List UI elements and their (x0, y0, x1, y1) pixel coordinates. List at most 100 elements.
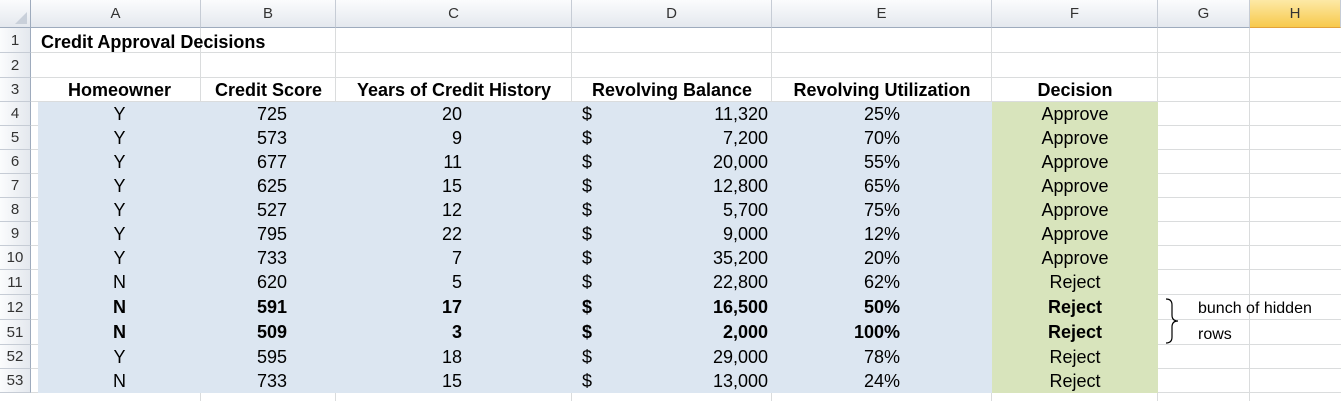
column-header-g[interactable]: G (1158, 0, 1250, 28)
cell-years[interactable]: 18 (441, 346, 462, 367)
row-header-52[interactable]: 52 (0, 345, 31, 369)
header-revolving-balance[interactable]: Revolving Balance (591, 79, 753, 100)
row-header-10[interactable]: 10 (0, 246, 31, 270)
cell-homeowner[interactable]: Y (113, 151, 126, 172)
cell-credit-score[interactable]: 677 (256, 151, 287, 172)
header-years-credit-history[interactable]: Years of Credit History (356, 79, 552, 100)
row-header-12[interactable]: 12 (0, 295, 31, 320)
cell-currency[interactable]: $ (582, 199, 593, 220)
cell-years[interactable]: 9 (451, 127, 462, 148)
cell-currency[interactable]: $ (582, 322, 593, 342)
cell-utilization[interactable]: 62% (863, 272, 900, 292)
cell-credit-score[interactable]: 725 (256, 103, 287, 124)
row-header-6[interactable]: 6 (0, 150, 31, 174)
cell-decision[interactable]: Approve (1041, 175, 1109, 196)
cell-years[interactable]: 12 (441, 199, 462, 220)
cell-utilization[interactable]: 78% (863, 346, 900, 367)
cell-credit-score[interactable]: 527 (256, 199, 287, 220)
cell-utilization[interactable]: 50% (863, 297, 900, 317)
column-header-a[interactable]: A (31, 0, 201, 28)
cell-credit-score[interactable]: 573 (256, 127, 287, 148)
cell-homeowner[interactable]: Y (113, 175, 126, 196)
cell-credit-score[interactable]: 795 (256, 223, 287, 244)
row-header-51[interactable]: 51 (0, 320, 31, 345)
cell-currency[interactable]: $ (582, 175, 593, 196)
cell-decision[interactable]: Reject (1047, 297, 1103, 317)
cell-utilization[interactable]: 12% (863, 223, 900, 244)
row-header-11[interactable]: 11 (0, 270, 31, 295)
cell-years[interactable]: 5 (451, 272, 462, 292)
cell-credit-score[interactable]: 733 (256, 247, 287, 268)
cell-balance[interactable]: 35,200 (712, 247, 768, 268)
cell-balance[interactable]: 7,200 (722, 127, 768, 148)
column-header-f[interactable]: F (992, 0, 1158, 28)
cell-decision[interactable]: Approve (1041, 199, 1109, 220)
cell-decision[interactable]: Approve (1041, 247, 1109, 268)
cell-years[interactable]: 17 (441, 297, 462, 317)
row-header-2[interactable]: 2 (0, 53, 31, 78)
cell-utilization[interactable]: 20% (863, 247, 900, 268)
cell-credit-score[interactable]: 509 (256, 322, 287, 342)
cell-balance[interactable]: 2,000 (722, 322, 768, 342)
cell-credit-score[interactable]: 620 (256, 272, 287, 292)
cell-decision[interactable]: Approve (1041, 223, 1109, 244)
column-header-c[interactable]: C (336, 0, 572, 28)
cell-decision[interactable]: Reject (1049, 370, 1101, 391)
cell-homeowner[interactable]: Y (113, 127, 126, 148)
row-header-8[interactable]: 8 (0, 198, 31, 222)
cell-balance[interactable]: 13,000 (712, 370, 768, 391)
header-homeowner[interactable]: Homeowner (67, 79, 172, 100)
cell-currency[interactable]: $ (582, 151, 593, 172)
row-header-4[interactable]: 4 (0, 102, 31, 126)
cell-balance[interactable]: 12,800 (712, 175, 768, 196)
header-credit-score[interactable]: Credit Score (214, 79, 323, 100)
cell-balance[interactable]: 9,000 (722, 223, 768, 244)
cell-years[interactable]: 3 (451, 322, 462, 342)
cell-years[interactable]: 22 (441, 223, 462, 244)
cell-years[interactable]: 15 (441, 175, 462, 196)
cell-decision[interactable]: Reject (1047, 322, 1103, 342)
column-header-b[interactable]: B (201, 0, 336, 28)
cell-currency[interactable]: $ (582, 272, 593, 292)
cell-currency[interactable]: $ (582, 103, 593, 124)
row-header-53[interactable]: 53 (0, 369, 31, 393)
cell-decision[interactable]: Approve (1041, 127, 1109, 148)
cell-utilization[interactable]: 55% (863, 151, 900, 172)
cell-credit-score[interactable]: 591 (256, 297, 287, 317)
cell-utilization[interactable]: 25% (863, 103, 900, 124)
row-header-1[interactable]: 1 (0, 28, 31, 53)
cell-currency[interactable]: $ (582, 297, 593, 317)
cell-homeowner[interactable]: Y (113, 346, 126, 367)
cell-currency[interactable]: $ (582, 223, 593, 244)
cell-utilization[interactable]: 100% (853, 322, 900, 342)
cell-homeowner[interactable]: N (113, 297, 126, 317)
cell-currency[interactable]: $ (582, 127, 593, 148)
cell-utilization[interactable]: 70% (863, 127, 900, 148)
cell-decision[interactable]: Reject (1049, 346, 1101, 367)
column-header-h[interactable]: H (1250, 0, 1341, 28)
row-header-3[interactable]: 3 (0, 78, 31, 102)
cell-currency[interactable]: $ (582, 346, 593, 367)
cell-credit-score[interactable]: 625 (256, 175, 287, 196)
cell-currency[interactable]: $ (582, 247, 593, 268)
cell-balance[interactable]: 22,800 (712, 272, 768, 292)
cell-balance[interactable]: 20,000 (712, 151, 768, 172)
cell-homeowner[interactable]: N (113, 322, 126, 342)
cell-balance[interactable]: 29,000 (712, 346, 768, 367)
row-header-7[interactable]: 7 (0, 174, 31, 198)
cell-utilization[interactable]: 24% (863, 370, 900, 391)
header-revolving-utilization[interactable]: Revolving Utilization (793, 79, 971, 100)
cell-balance[interactable]: 16,500 (712, 297, 768, 317)
cell-homeowner[interactable]: Y (113, 103, 126, 124)
cell-decision[interactable]: Approve (1041, 103, 1109, 124)
header-decision[interactable]: Decision (1037, 79, 1113, 100)
cell-homeowner[interactable]: Y (113, 199, 126, 220)
cell-homeowner[interactable]: Y (113, 247, 126, 268)
cell-decision[interactable]: Approve (1041, 151, 1109, 172)
cell-balance[interactable]: 11,320 (714, 103, 768, 124)
column-header-e[interactable]: E (772, 0, 992, 28)
cell-utilization[interactable]: 65% (863, 175, 900, 196)
row-header-5[interactable]: 5 (0, 126, 31, 150)
cell-years[interactable]: 20 (441, 103, 462, 124)
